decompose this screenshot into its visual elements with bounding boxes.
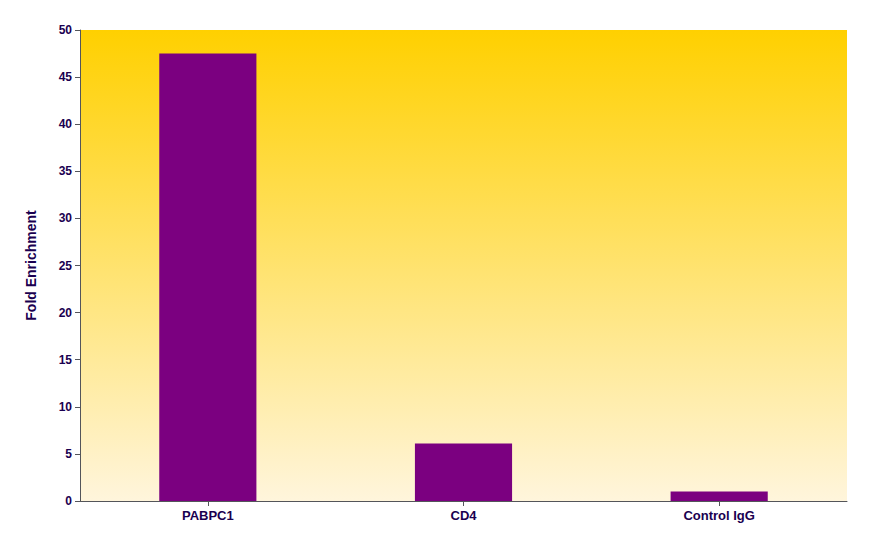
svg-text:45: 45 [59, 70, 73, 84]
svg-text:0: 0 [65, 494, 72, 508]
svg-text:40: 40 [59, 117, 73, 131]
svg-text:20: 20 [59, 306, 73, 320]
svg-text:5: 5 [65, 447, 72, 461]
svg-text:Fold Enrichment: Fold Enrichment [23, 210, 39, 321]
svg-text:35: 35 [59, 164, 73, 178]
svg-text:10: 10 [59, 400, 73, 414]
svg-text:15: 15 [59, 353, 73, 367]
svg-text:Control IgG: Control IgG [683, 508, 755, 523]
svg-text:PABPC1: PABPC1 [182, 508, 234, 523]
svg-text:30: 30 [59, 211, 73, 225]
svg-text:50: 50 [59, 23, 73, 37]
svg-text:CD4: CD4 [450, 508, 477, 523]
svg-text:25: 25 [59, 259, 73, 273]
